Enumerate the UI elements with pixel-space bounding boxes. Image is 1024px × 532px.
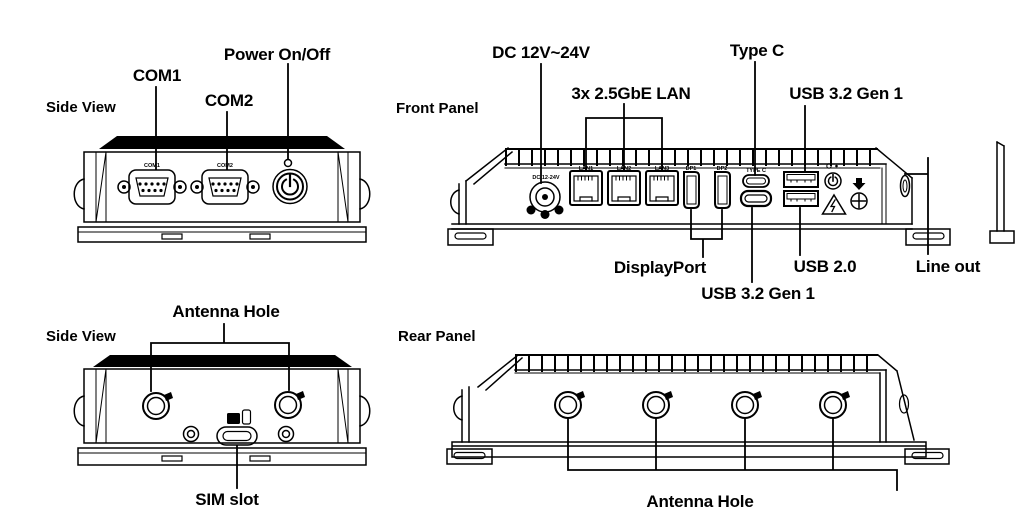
screw-hole-left — [182, 425, 200, 443]
callout-displayport: DisplayPort — [613, 258, 707, 277]
dp1-port-label: DP1 — [686, 166, 697, 172]
callout-usb32-top: USB 3.2 Gen 1 — [789, 84, 903, 103]
usb20-port — [783, 190, 819, 207]
typec-port: TYPE C — [742, 168, 770, 188]
rear-antenna-hole-3 — [731, 391, 762, 419]
callout-type-c: Type C — [729, 41, 785, 60]
leader-lines-side-top — [155, 63, 289, 170]
antenna-hole-right — [274, 391, 305, 419]
warning-icon — [821, 193, 847, 215]
typec-port-label: TYPE C — [746, 168, 766, 174]
com1-port-label: COM1 — [144, 163, 160, 169]
callout-lan: 3x 2.5GbE LAN — [571, 84, 691, 103]
com2-port-label: COM2 — [217, 163, 233, 169]
callout-sim-slot: SIM slot — [195, 490, 259, 509]
front-panel-title: Front Panel — [396, 100, 479, 117]
sim-icon — [227, 409, 252, 425]
line-out-jack — [899, 174, 911, 198]
callout-power-on-off: Power On/Off — [223, 45, 331, 64]
callout-com2: COM2 — [204, 91, 254, 110]
dp2-port: DP2 — [714, 166, 731, 209]
callout-antenna-rear: Antenna Hole — [646, 492, 754, 511]
callout-line-out: Line out — [915, 257, 981, 276]
callout-usb32-bottom: USB 3.2 Gen 1 — [701, 284, 815, 303]
dc-jack-label: DC 12-24V — [532, 175, 560, 181]
com2-port: COM2 — [190, 163, 260, 205]
leader-lines-side-bottom — [150, 323, 290, 489]
antenna-hole-left — [142, 392, 173, 420]
usb32-typec-port — [739, 189, 773, 208]
rear-antenna-hole-4 — [819, 391, 850, 419]
screw-hole-right — [277, 425, 295, 443]
leader-lines-rear — [567, 417, 898, 491]
rear-antenna-hole-2 — [642, 391, 673, 419]
dp2-port-label: DP2 — [717, 166, 728, 172]
dp1-port: DP1 — [683, 166, 700, 209]
rear-heatsink-fins — [515, 354, 878, 372]
front-heatsink-fins — [505, 148, 878, 166]
side-view-top-chassis — [73, 136, 371, 243]
callout-usb20: USB 2.0 — [793, 257, 857, 276]
side-view-bottom-chassis — [73, 355, 371, 466]
rear-antenna-hole-1 — [554, 391, 585, 419]
power-led — [283, 158, 293, 168]
rear-panel-title: Rear Panel — [398, 328, 476, 345]
com1-port: COM1 — [117, 163, 187, 205]
usb32-typea-port — [783, 171, 819, 188]
callout-com1: COM1 — [132, 66, 182, 85]
power-button — [272, 158, 308, 205]
side-view-top-title: Side View — [46, 99, 116, 116]
screw-icon — [850, 192, 868, 210]
callout-dc-power: DC 12V~24V — [492, 43, 590, 62]
power-led-icon — [824, 163, 842, 190]
down-arrow-icon — [852, 178, 866, 190]
dc-jack: DC 12-24V — [526, 175, 564, 219]
callout-antenna-side: Antenna Hole — [172, 302, 280, 321]
sim-slot — [216, 409, 258, 446]
side-view-bottom-title: Side View — [46, 328, 116, 345]
